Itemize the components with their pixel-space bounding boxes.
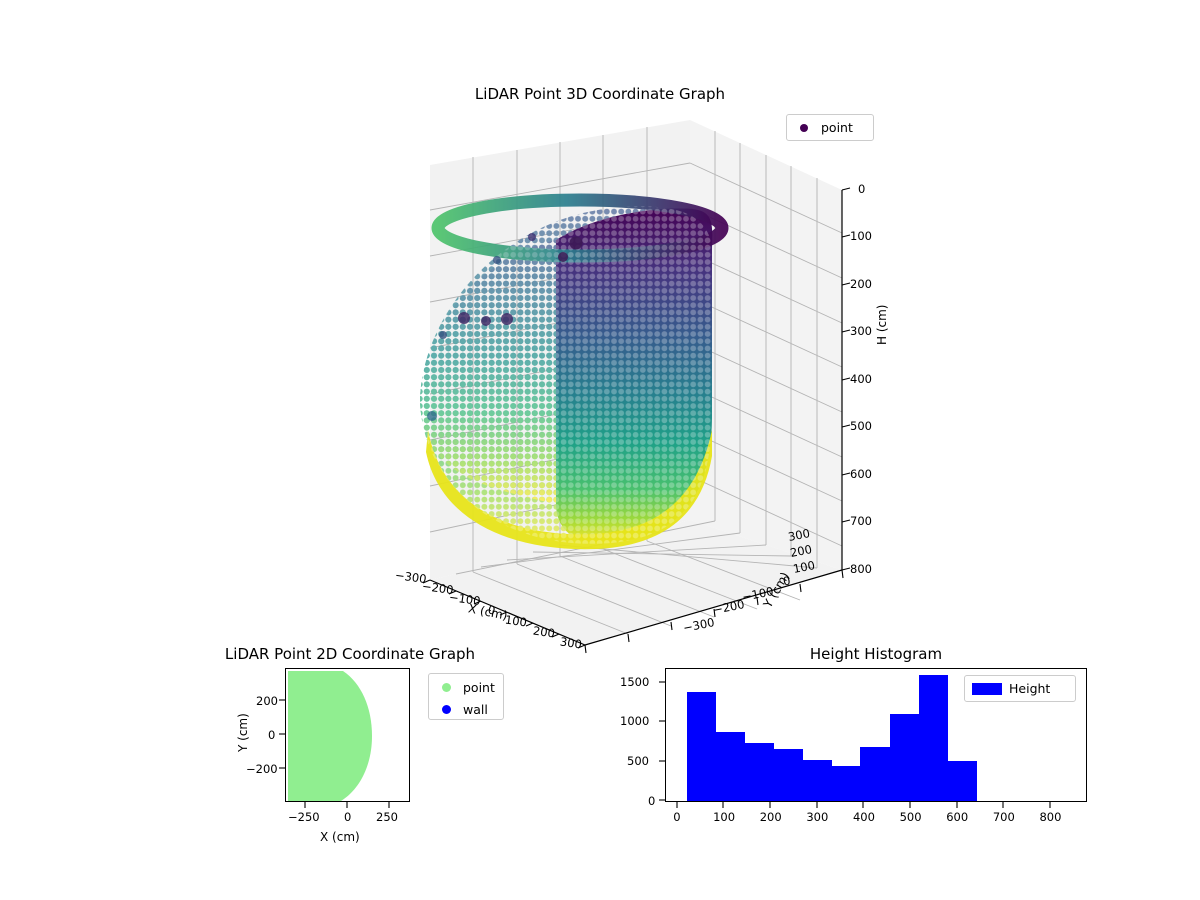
ztick-label-3d: 800 — [850, 562, 872, 576]
point-cloud-3d — [420, 193, 729, 550]
xtick-label-hist: 500 — [899, 810, 922, 824]
page-title: LiDAR Point 3D Coordinate Graph — [474, 85, 726, 103]
legend-item-point[interactable]: point — [429, 676, 503, 698]
xtick-label-hist: 700 — [992, 810, 1015, 824]
wall-marker-icon — [429, 704, 463, 714]
grid-bottom — [455, 520, 818, 635]
ytick-marks-2d — [279, 699, 285, 769]
xtick-label-hist: 100 — [713, 810, 736, 824]
legend-label: point — [821, 120, 853, 135]
zticks-3d — [841, 187, 851, 571]
ytick-label-hist: 1000 — [620, 714, 650, 728]
histogram-bar — [831, 766, 861, 801]
z-axis-label-3d: H (cm) — [875, 304, 889, 346]
ztick-label-3d: 600 — [850, 467, 872, 481]
grid-back-right — [689, 131, 843, 568]
ztick-label-3d: 300 — [850, 324, 872, 338]
ytick-label-2d: 200 — [256, 694, 278, 708]
ztick-label-3d: 200 — [850, 277, 872, 291]
legend-label: Height — [1009, 681, 1051, 696]
ytick-label-2d: 0 — [268, 728, 276, 742]
xtick-label-hist: 200 — [759, 810, 782, 824]
histogram-bar — [686, 691, 716, 801]
xtick-label-hist: 300 — [806, 810, 829, 824]
ytick-label-hist: 1500 — [620, 675, 650, 689]
ytick-label-2d: −200 — [246, 762, 278, 776]
xtick-label-hist: 0 — [673, 810, 681, 824]
legend-histogram[interactable]: Height — [964, 675, 1076, 702]
ztick-label-3d: 700 — [850, 514, 872, 528]
ztick-label-3d: 400 — [850, 372, 872, 386]
xtick-label-2d: 0 — [344, 810, 352, 824]
xtick-marks-hist — [676, 802, 1051, 808]
histogram-bar — [860, 747, 890, 801]
ztick-label-3d: 0 — [858, 182, 866, 196]
axes-2d[interactable] — [285, 668, 410, 802]
xtick-label-hist: 400 — [852, 810, 875, 824]
ztick-label-3d: 500 — [850, 419, 872, 433]
histogram-bar — [802, 760, 832, 801]
yticks-3d — [584, 569, 844, 654]
histogram-bar — [773, 748, 803, 801]
histogram-bar — [947, 761, 977, 801]
y-axis-label-2d: Y (cm) — [236, 713, 250, 752]
point-scatter-2d — [288, 671, 372, 801]
point-marker-icon — [429, 682, 463, 692]
axes-histogram[interactable] — [665, 668, 1087, 802]
height-swatch-icon — [965, 682, 1009, 695]
pane-bottom — [430, 520, 842, 645]
xtick-label-3d: 300 — [559, 634, 583, 652]
ytick-label-hist: 0 — [648, 794, 656, 808]
axes-3d — [420, 120, 851, 654]
legend-item-height[interactable]: Height — [965, 676, 1075, 701]
x-axis-label-2d: X (cm) — [320, 830, 360, 844]
xtick-label-2d: 250 — [376, 810, 398, 824]
legend-label: point — [463, 679, 495, 695]
histogram-bar — [744, 743, 774, 801]
legend-2d[interactable]: point wall — [428, 673, 504, 720]
histogram-bar — [715, 732, 745, 801]
xtick-label-3d: 100 — [504, 612, 528, 630]
point-marker-icon — [787, 123, 821, 132]
ztick-label-3d: 100 — [850, 229, 872, 243]
panel-hist-title: Height Histogram — [809, 645, 943, 663]
xtick-marks-2d — [304, 802, 390, 808]
ytick-label-hist: 500 — [627, 754, 649, 768]
xtick-label-2d: −250 — [288, 810, 320, 824]
ytick-marks-hist — [659, 681, 665, 801]
panel-2d-title: LiDAR Point 2D Coordinate Graph — [224, 645, 476, 663]
xtick-label-3d: 200 — [532, 623, 556, 641]
legend-label: wall — [463, 701, 488, 717]
legend-item-point[interactable]: point — [787, 115, 873, 140]
xticks-3d — [422, 579, 586, 649]
histogram-bar — [918, 674, 948, 801]
histogram-bar — [889, 713, 919, 801]
legend-3d[interactable]: point — [786, 114, 874, 141]
xtick-label-hist: 800 — [1039, 810, 1062, 824]
legend-item-wall[interactable]: wall — [429, 698, 503, 720]
xtick-label-hist: 600 — [946, 810, 969, 824]
